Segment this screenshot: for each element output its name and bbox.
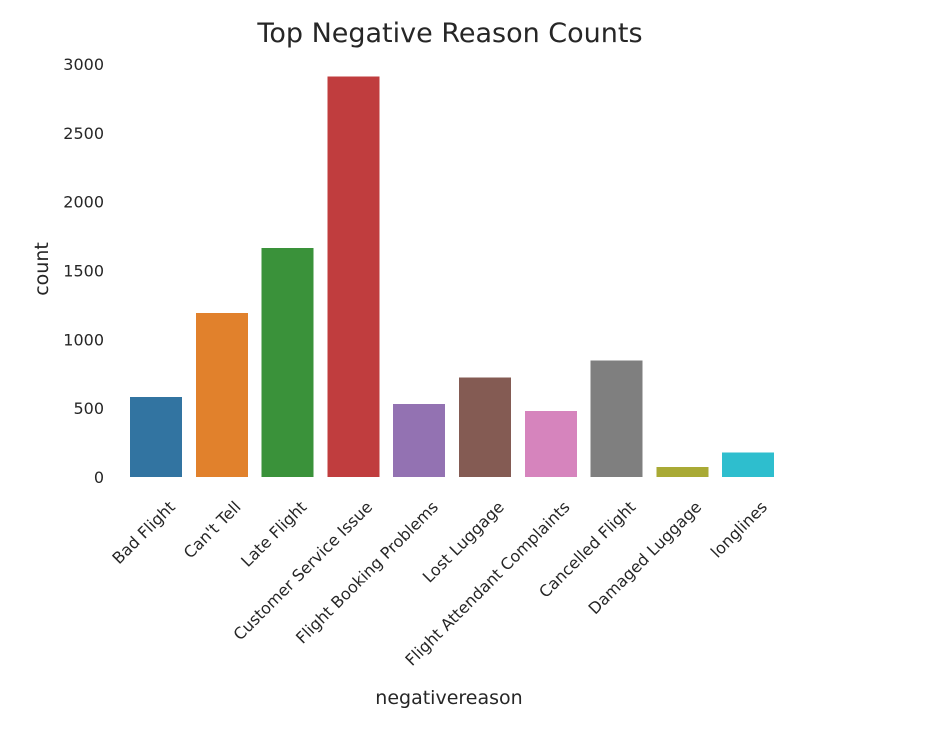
bar-late-flight <box>261 247 314 477</box>
bars <box>130 76 775 478</box>
bar-can-t-tell <box>195 313 248 477</box>
bar-longlines <box>722 452 775 477</box>
x-axis-label: negativereason <box>375 687 522 709</box>
bar-flight-booking-problems <box>393 404 446 477</box>
bar-bad-flight <box>130 397 182 477</box>
x-tick-label-can-t-tell: Can't Tell <box>180 497 245 562</box>
y-axis-label: count <box>31 242 53 296</box>
x-tick-label-longlines: longlines <box>707 497 771 561</box>
x-tick-label-damaged-luggage: Damaged Luggage <box>585 497 706 618</box>
y-tick-label-2500: 2500 <box>63 124 104 143</box>
bar-damaged-luggage <box>656 466 709 477</box>
y-tick-label-1000: 1000 <box>63 330 104 349</box>
y-tick-label-1500: 1500 <box>63 262 104 281</box>
y-tick-label-500: 500 <box>73 399 104 418</box>
x-tick-label-bad-flight: Bad Flight <box>108 497 178 567</box>
bar-customer-service-issue <box>327 76 380 478</box>
y-tick-label-2000: 2000 <box>63 193 104 212</box>
y-axis-ticks: 0 500 1000 1500 2000 2500 3000 <box>63 55 104 487</box>
y-tick-label-3000: 3000 <box>63 55 104 74</box>
bar-cancelled-flight <box>590 360 643 477</box>
bar-lost-luggage <box>459 377 511 477</box>
y-tick-label-0: 0 <box>94 468 104 487</box>
chart-title: Top Negative Reason Counts <box>256 18 642 49</box>
bar-flight-attendant-complaints <box>524 410 577 477</box>
